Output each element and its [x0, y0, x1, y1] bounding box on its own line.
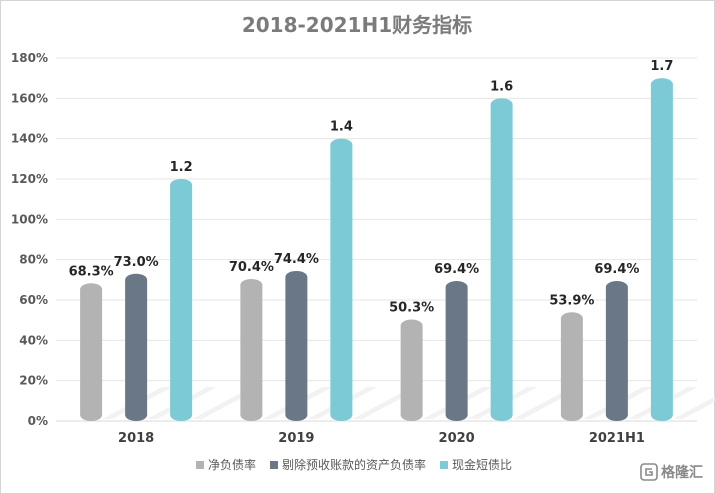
watermark-text: 格隆汇: [661, 464, 703, 481]
bar-1-2: [445, 281, 468, 421]
data-label: 1.4: [330, 120, 353, 135]
y-tick-label: 180%: [11, 51, 48, 65]
y-tick-label: 60%: [19, 293, 48, 307]
x-tick-label: 2019: [278, 431, 314, 446]
y-tick-label: 80%: [19, 253, 48, 267]
data-label: 69.4%: [434, 262, 479, 277]
y-tick-label: 160%: [11, 91, 48, 105]
legend-swatch: [440, 461, 449, 469]
bar-2-1: [330, 138, 353, 421]
bar-0-3: [560, 312, 583, 421]
y-tick-label: 20%: [19, 374, 48, 388]
bar-2-3: [650, 78, 673, 422]
data-label: 74.4%: [274, 252, 319, 267]
legend-swatch: [270, 461, 279, 469]
bar-shadow: [672, 396, 715, 419]
data-label: 1.6: [490, 79, 513, 94]
data-label: 1.2: [170, 160, 193, 175]
bar-0-2: [400, 319, 423, 421]
y-tick-label: 140%: [11, 132, 48, 146]
legend-label: 净负债率: [208, 457, 256, 472]
y-tick-label: 0%: [28, 414, 48, 428]
watermark-logo: 格隆汇: [640, 463, 703, 481]
watermark-icon: [640, 463, 658, 481]
chart-title: 2018-2021H1财务指标: [242, 13, 472, 37]
x-tick-label: 2020: [439, 431, 475, 446]
legend-swatch: [196, 461, 204, 469]
bar-0-1: [240, 279, 263, 421]
legend-label: 现金短债比: [452, 457, 512, 472]
bars: [80, 78, 673, 422]
data-label: 1.7: [650, 59, 673, 74]
bar-1-3: [605, 281, 628, 421]
data-label: 53.9%: [549, 293, 594, 308]
x-tick-label: 2021H1: [589, 431, 645, 446]
bar-2-2: [490, 98, 513, 421]
data-label: 70.4%: [229, 260, 274, 275]
y-tick-label: 120%: [11, 172, 48, 186]
data-label: 68.3%: [69, 264, 114, 279]
data-label: 50.3%: [389, 301, 434, 316]
data-label: 73.0%: [114, 255, 159, 270]
y-tick-label: 40%: [19, 333, 48, 347]
bar-2-0: [170, 179, 193, 421]
data-label: 69.4%: [594, 262, 639, 277]
bar-1-1: [285, 270, 308, 421]
bar-0-0: [80, 283, 103, 421]
y-tick-label: 100%: [11, 212, 48, 226]
bar-1-0: [125, 273, 148, 421]
watermark-icon-g: [645, 468, 653, 476]
x-tick-label: 2018: [118, 431, 154, 446]
legend-label: 剔除预收账款的资产负债率: [282, 457, 426, 472]
